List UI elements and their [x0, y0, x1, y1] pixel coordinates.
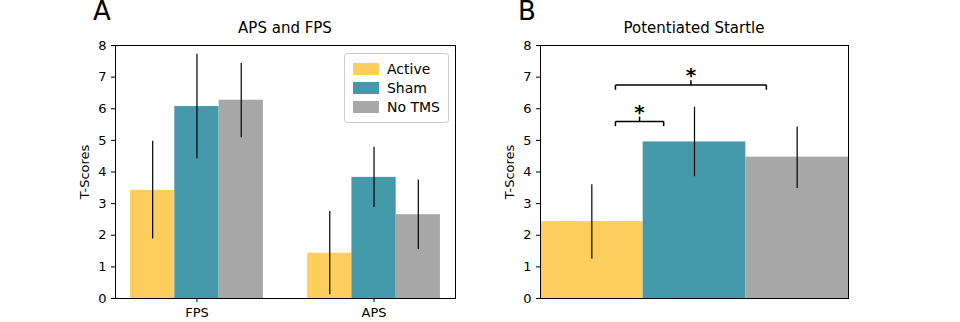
svg-text:0: 0 — [98, 291, 106, 306]
svg-text:2: 2 — [523, 227, 531, 242]
svg-text:5: 5 — [523, 133, 531, 148]
svg-text:6: 6 — [98, 101, 106, 116]
svg-text:5: 5 — [98, 133, 106, 148]
svg-text:7: 7 — [523, 69, 531, 84]
svg-text:*: * — [634, 100, 645, 124]
html-text:Potentiated Startle: Potentiated Startle — [623, 19, 765, 37]
svg-text:1: 1 — [98, 259, 106, 274]
svg-text:0: 0 — [523, 291, 531, 306]
svg-text:3: 3 — [98, 196, 106, 211]
svg-text:1: 1 — [523, 259, 531, 274]
svg-text:4: 4 — [98, 164, 106, 179]
html-text:Sham: Sham — [387, 80, 427, 96]
svg-text:3: 3 — [523, 196, 531, 211]
html-text:Active: Active — [387, 61, 431, 77]
svg-text:T-Scores: T-Scores — [502, 144, 517, 200]
svg-text:7: 7 — [98, 69, 106, 84]
svg-text:6: 6 — [523, 101, 531, 116]
svg-text:4: 4 — [523, 164, 531, 179]
svg-text:*: * — [686, 63, 697, 87]
html-text:No TMS: No TMS — [387, 99, 440, 115]
svg-text:2: 2 — [98, 227, 106, 242]
svg-text:8: 8 — [523, 38, 531, 53]
svg-text:APS: APS — [362, 305, 387, 320]
html-text:APS and FPS: APS and FPS — [238, 19, 332, 37]
svg-text:8: 8 — [98, 38, 106, 53]
svg-text:FPS: FPS — [185, 305, 209, 320]
svg-text:T-Scores: T-Scores — [77, 144, 92, 200]
